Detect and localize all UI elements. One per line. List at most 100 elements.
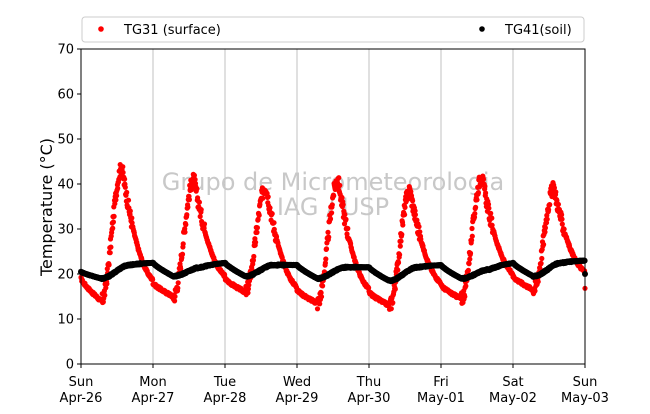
data-point [559,216,565,222]
data-point [182,229,188,235]
data-point [127,208,133,214]
x-tick-label-date: Apr-28 [204,391,247,406]
data-point [251,253,257,260]
data-point [553,189,559,195]
data-point [314,306,321,312]
data-point [541,241,547,248]
data-point [115,185,121,191]
data-point [345,225,351,232]
data-point [184,212,190,218]
data-point [343,216,349,222]
data-point [256,212,262,218]
legend: TG31 (surface) TG41(soil) [81,16,585,43]
data-point [489,222,495,228]
data-point [255,216,261,222]
data-point [482,183,488,189]
data-point [125,197,132,203]
x-tick-label-date: May-01 [417,391,465,406]
data-point [114,193,120,199]
data-point [542,229,548,235]
data-point [120,164,126,170]
data-point [192,176,198,183]
data-point [400,222,406,228]
grid-lines [152,49,514,364]
x-tick-label-date: Apr-26 [60,391,103,406]
data-point [172,298,178,304]
data-point [129,215,135,221]
data-point [322,260,328,266]
data-point [124,189,130,195]
data-point [191,172,197,178]
data-point [532,288,538,294]
data-point [185,204,191,210]
data-point [194,186,200,192]
data-point [416,224,422,230]
data-point [542,225,549,231]
data-point [462,294,468,300]
data-point [340,202,346,208]
data-point [465,267,471,273]
x-tick-label-day: Sun [69,375,94,390]
data-point [469,237,475,243]
data-point [318,290,324,296]
series-tg41 [78,257,588,285]
data-point [186,197,192,203]
data-point [183,222,189,228]
data-point [323,256,329,262]
data-point [463,283,469,289]
x-tick-label-day: Thu [356,375,381,390]
data-point [417,229,423,235]
data-point [339,195,345,201]
data-point [254,225,260,231]
data-point [539,255,545,262]
data-point [189,186,195,192]
x-tick-label-date: May-03 [561,391,609,406]
series-layer [78,162,588,312]
data-point [245,286,251,292]
data-point [113,197,119,203]
data-point [551,185,558,191]
data-point [150,277,156,283]
data-point [246,282,252,288]
data-point [197,213,203,220]
data-point [538,260,544,266]
data-point [317,301,323,307]
data-point [410,198,416,204]
data-point [390,300,396,306]
x-tick-label-day: Sat [502,375,523,390]
data-point [337,182,343,188]
data-point [267,205,273,211]
data-point [402,212,408,218]
data-point [466,261,472,267]
data-point [172,293,178,300]
data-point [245,290,251,296]
data-point [327,216,334,222]
x-tick-label-date: May-02 [489,391,537,406]
data-point [196,199,202,205]
data-point [467,256,473,262]
data-point [253,239,259,245]
x-tick-label-day: Wed [283,375,311,390]
data-point [122,176,128,182]
legend-label-tg31: TG31 (surface) [123,23,221,38]
legend-marker-tg31 [98,26,104,32]
data-point [329,210,335,216]
data-point [483,190,489,196]
data-point [178,266,184,272]
data-point [547,202,553,208]
data-point [469,233,475,239]
data-point [412,208,418,214]
legend-label-tg41: TG41(soil) [504,23,572,38]
data-point [331,193,337,199]
data-point [102,292,108,298]
data-point [110,225,116,231]
y-tick-label: 60 [57,88,74,103]
data-point [475,190,481,196]
data-point [485,201,492,207]
data-point [318,294,325,300]
data-point [271,220,277,226]
x-tick-label-day: Mon [139,375,166,390]
legend-box [81,16,585,43]
